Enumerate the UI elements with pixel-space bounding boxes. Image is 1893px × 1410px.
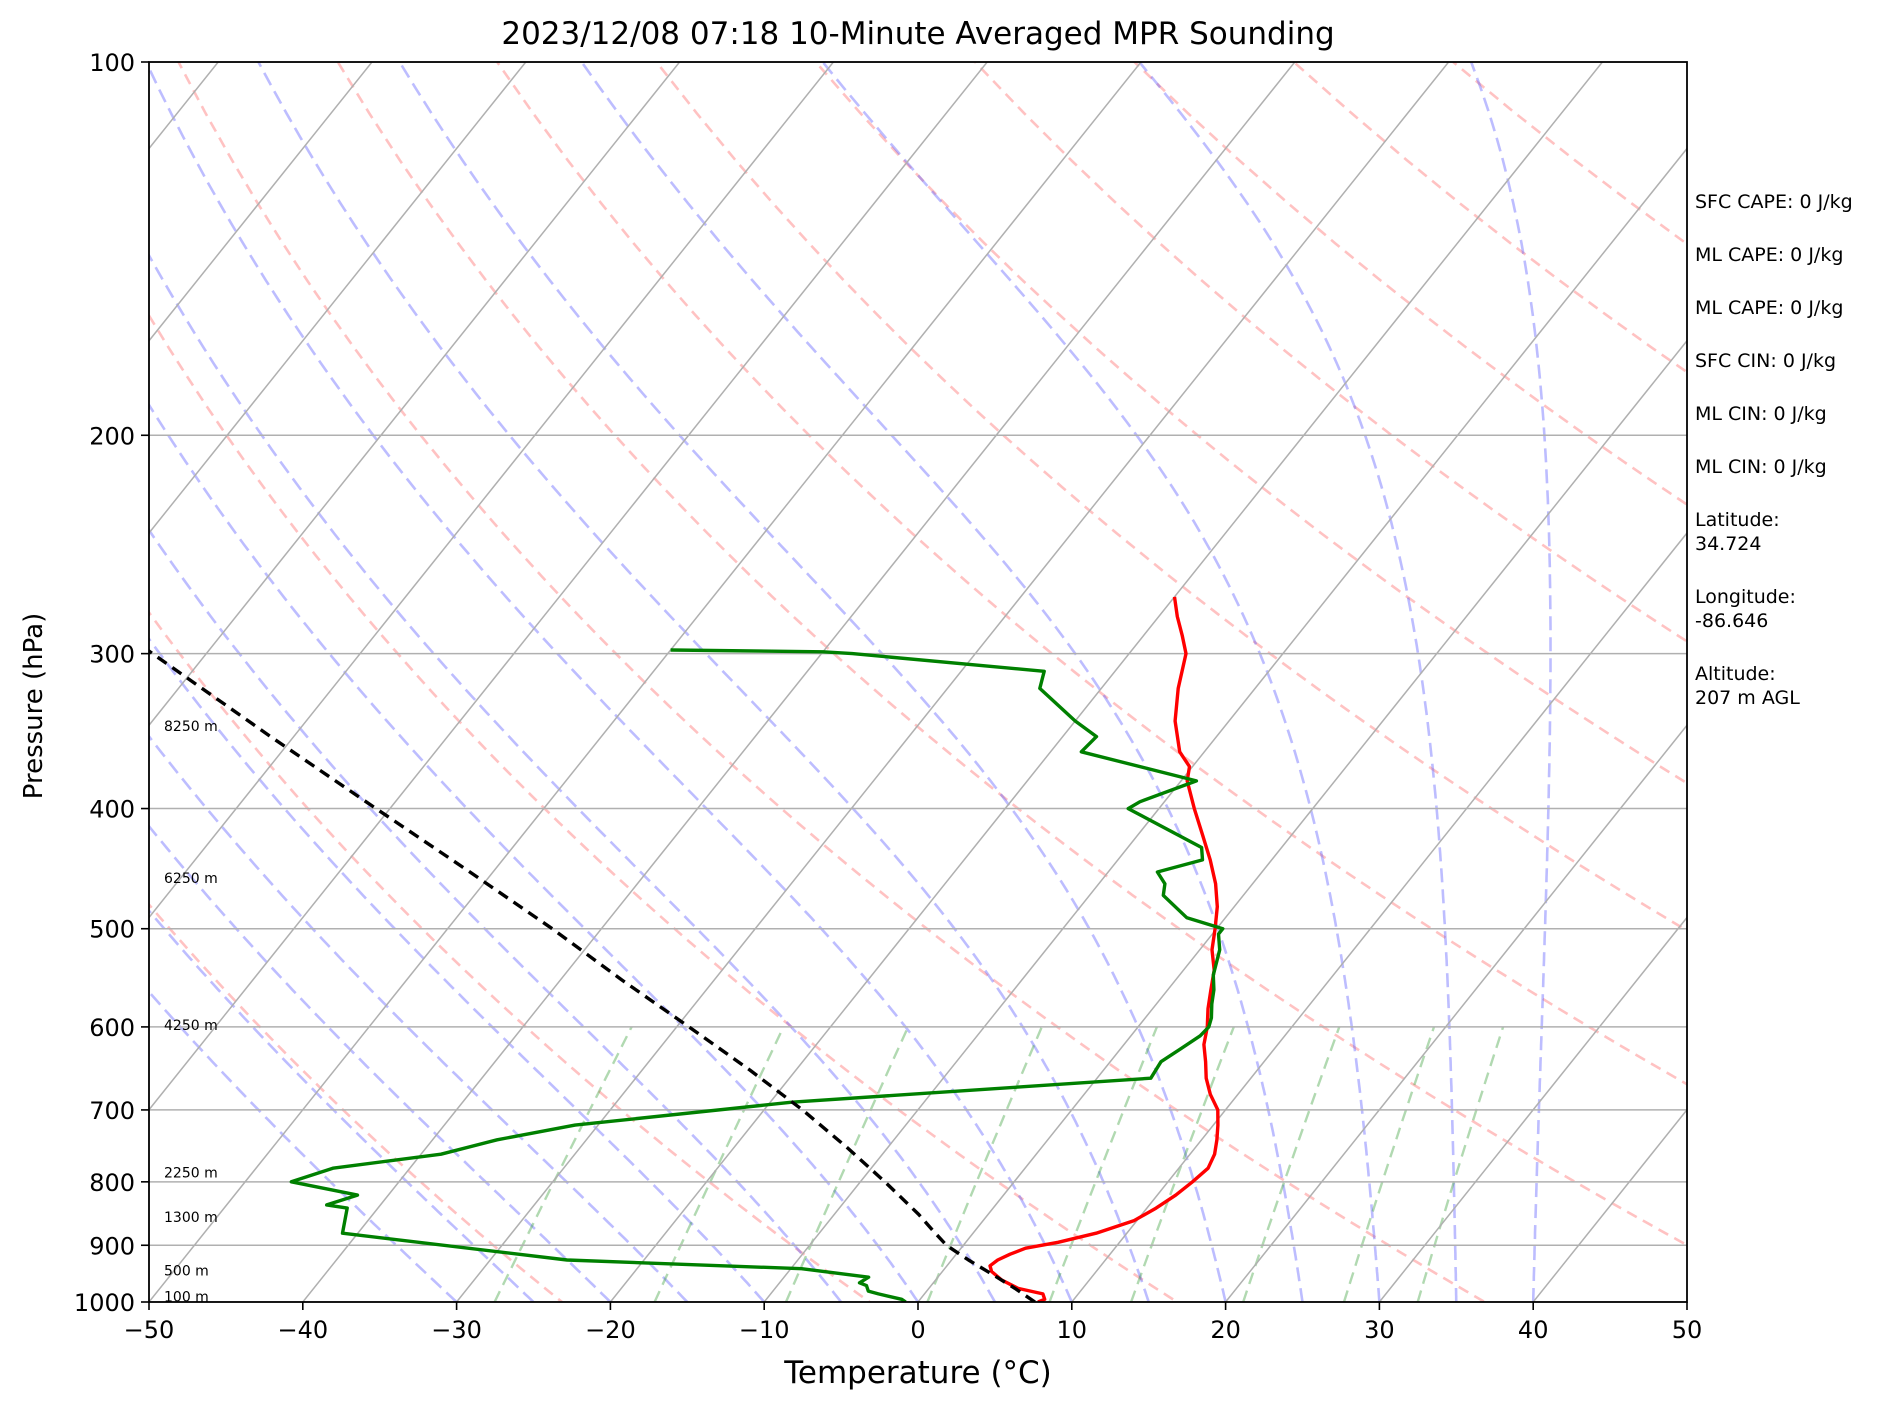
ml-cin-info-2: ML CIN: 0 J/kg	[1695, 455, 1885, 479]
isotherm-line	[457, 62, 1449, 1302]
chart-title: 2023/12/08 07:18 10-Minute Averaged MPR …	[501, 16, 1334, 52]
isotherm-line	[303, 62, 1295, 1302]
x-tick-label: 20	[1210, 1316, 1241, 1344]
x-tick-label: 30	[1364, 1316, 1395, 1344]
dry-adiabat-line	[0, 62, 907, 1328]
longitude-info: Longitude: -86.646	[1695, 585, 1885, 633]
info-text: ML CIN: 0 J/kg	[1695, 455, 1885, 479]
y-tick-label: 400	[89, 796, 135, 824]
y-tick-label: 700	[89, 1097, 135, 1125]
isotherm-line	[764, 62, 1756, 1302]
isotherm-line	[610, 62, 1602, 1302]
ml-cin-info: ML CIN: 0 J/kg	[1695, 402, 1885, 426]
x-tick-label: −20	[585, 1316, 636, 1344]
temperature-line	[990, 597, 1218, 1302]
moist-adiabat-line	[258, 62, 1148, 1302]
altitude-value: 207 m AGL	[1695, 686, 1885, 710]
latitude-label: Latitude:	[1695, 508, 1885, 532]
info-text: ML CAPE: 0 J/kg	[1695, 296, 1885, 320]
latitude-info: Latitude: 34.724	[1695, 508, 1885, 556]
x-tick-label: 10	[1057, 1316, 1088, 1344]
x-tick-label: 40	[1518, 1316, 1549, 1344]
y-tick-label: 600	[89, 1014, 135, 1042]
height-label: 6250 m	[164, 871, 218, 887]
y-axis-label: Pressure (hPa)	[19, 613, 49, 800]
plot-content	[0, 62, 1893, 1328]
x-tick-label: 0	[910, 1316, 925, 1344]
dry-adiabat-line	[338, 62, 1843, 1328]
moist-adiabat-line	[0, 62, 534, 1302]
y-tick-label: 900	[89, 1232, 135, 1260]
sfc-cin-info: SFC CIN: 0 J/kg	[1695, 349, 1885, 373]
info-text: SFC CAPE: 0 J/kg	[1695, 190, 1885, 214]
isotherm-line	[149, 62, 1141, 1302]
info-text: ML CAPE: 0 J/kg	[1695, 243, 1885, 267]
height-label: 100 m	[164, 1290, 209, 1306]
y-tick-label: 1000	[74, 1289, 135, 1317]
moist-adiabat-line	[0, 62, 457, 1302]
sounding-info-panel: SFC CAPE: 0 J/kg ML CAPE: 0 J/kg ML CAPE…	[1695, 190, 1885, 739]
info-text: ML CIN: 0 J/kg	[1695, 402, 1885, 426]
ml-cape-info: ML CAPE: 0 J/kg	[1695, 243, 1885, 267]
x-tick-label: 50	[1672, 1316, 1703, 1344]
isotherm-line	[0, 62, 987, 1302]
mixing-ratio-line	[927, 1027, 1041, 1302]
height-label: 8250 m	[164, 719, 218, 735]
dry-adiabat-line	[19, 62, 1219, 1328]
y-tick-label: 300	[89, 641, 135, 669]
dry-adiabat-line	[497, 62, 1893, 1328]
ml-cape-info-2: ML CAPE: 0 J/kg	[1695, 296, 1885, 320]
height-label: 500 m	[164, 1263, 209, 1279]
height-label: 4250 m	[164, 1018, 218, 1034]
y-tick-label: 100	[89, 49, 135, 77]
y-tick-label: 800	[89, 1169, 135, 1197]
mixing-ratio-line	[1050, 1027, 1157, 1302]
altitude-info: Altitude: 207 m AGL	[1695, 662, 1885, 710]
x-tick-label: −50	[124, 1316, 175, 1344]
height-label: 2250 m	[164, 1165, 218, 1181]
plot-frame	[149, 62, 1687, 1302]
moist-adiabat-line	[1471, 62, 1550, 1302]
moist-adiabat-line	[582, 62, 1303, 1302]
y-tick-label: 200	[89, 422, 135, 450]
y-tick-label: 500	[89, 916, 135, 944]
altitude-label: Altitude:	[1695, 662, 1885, 686]
height-label: 1300 m	[164, 1210, 218, 1226]
x-tick-label: −30	[431, 1316, 482, 1344]
x-tick-label: −40	[277, 1316, 328, 1344]
latitude-value: 34.724	[1695, 532, 1885, 556]
isotherm-line	[0, 62, 372, 1302]
longitude-value: -86.646	[1695, 609, 1885, 633]
info-text: SFC CIN: 0 J/kg	[1695, 349, 1885, 373]
sfc-cape-info: SFC CAPE: 0 J/kg	[1695, 190, 1885, 214]
mixing-ratio-line	[655, 1027, 784, 1302]
x-axis-label: Temperature (°C)	[783, 1355, 1052, 1391]
longitude-label: Longitude:	[1695, 585, 1885, 609]
x-tick-label: −10	[739, 1316, 790, 1344]
